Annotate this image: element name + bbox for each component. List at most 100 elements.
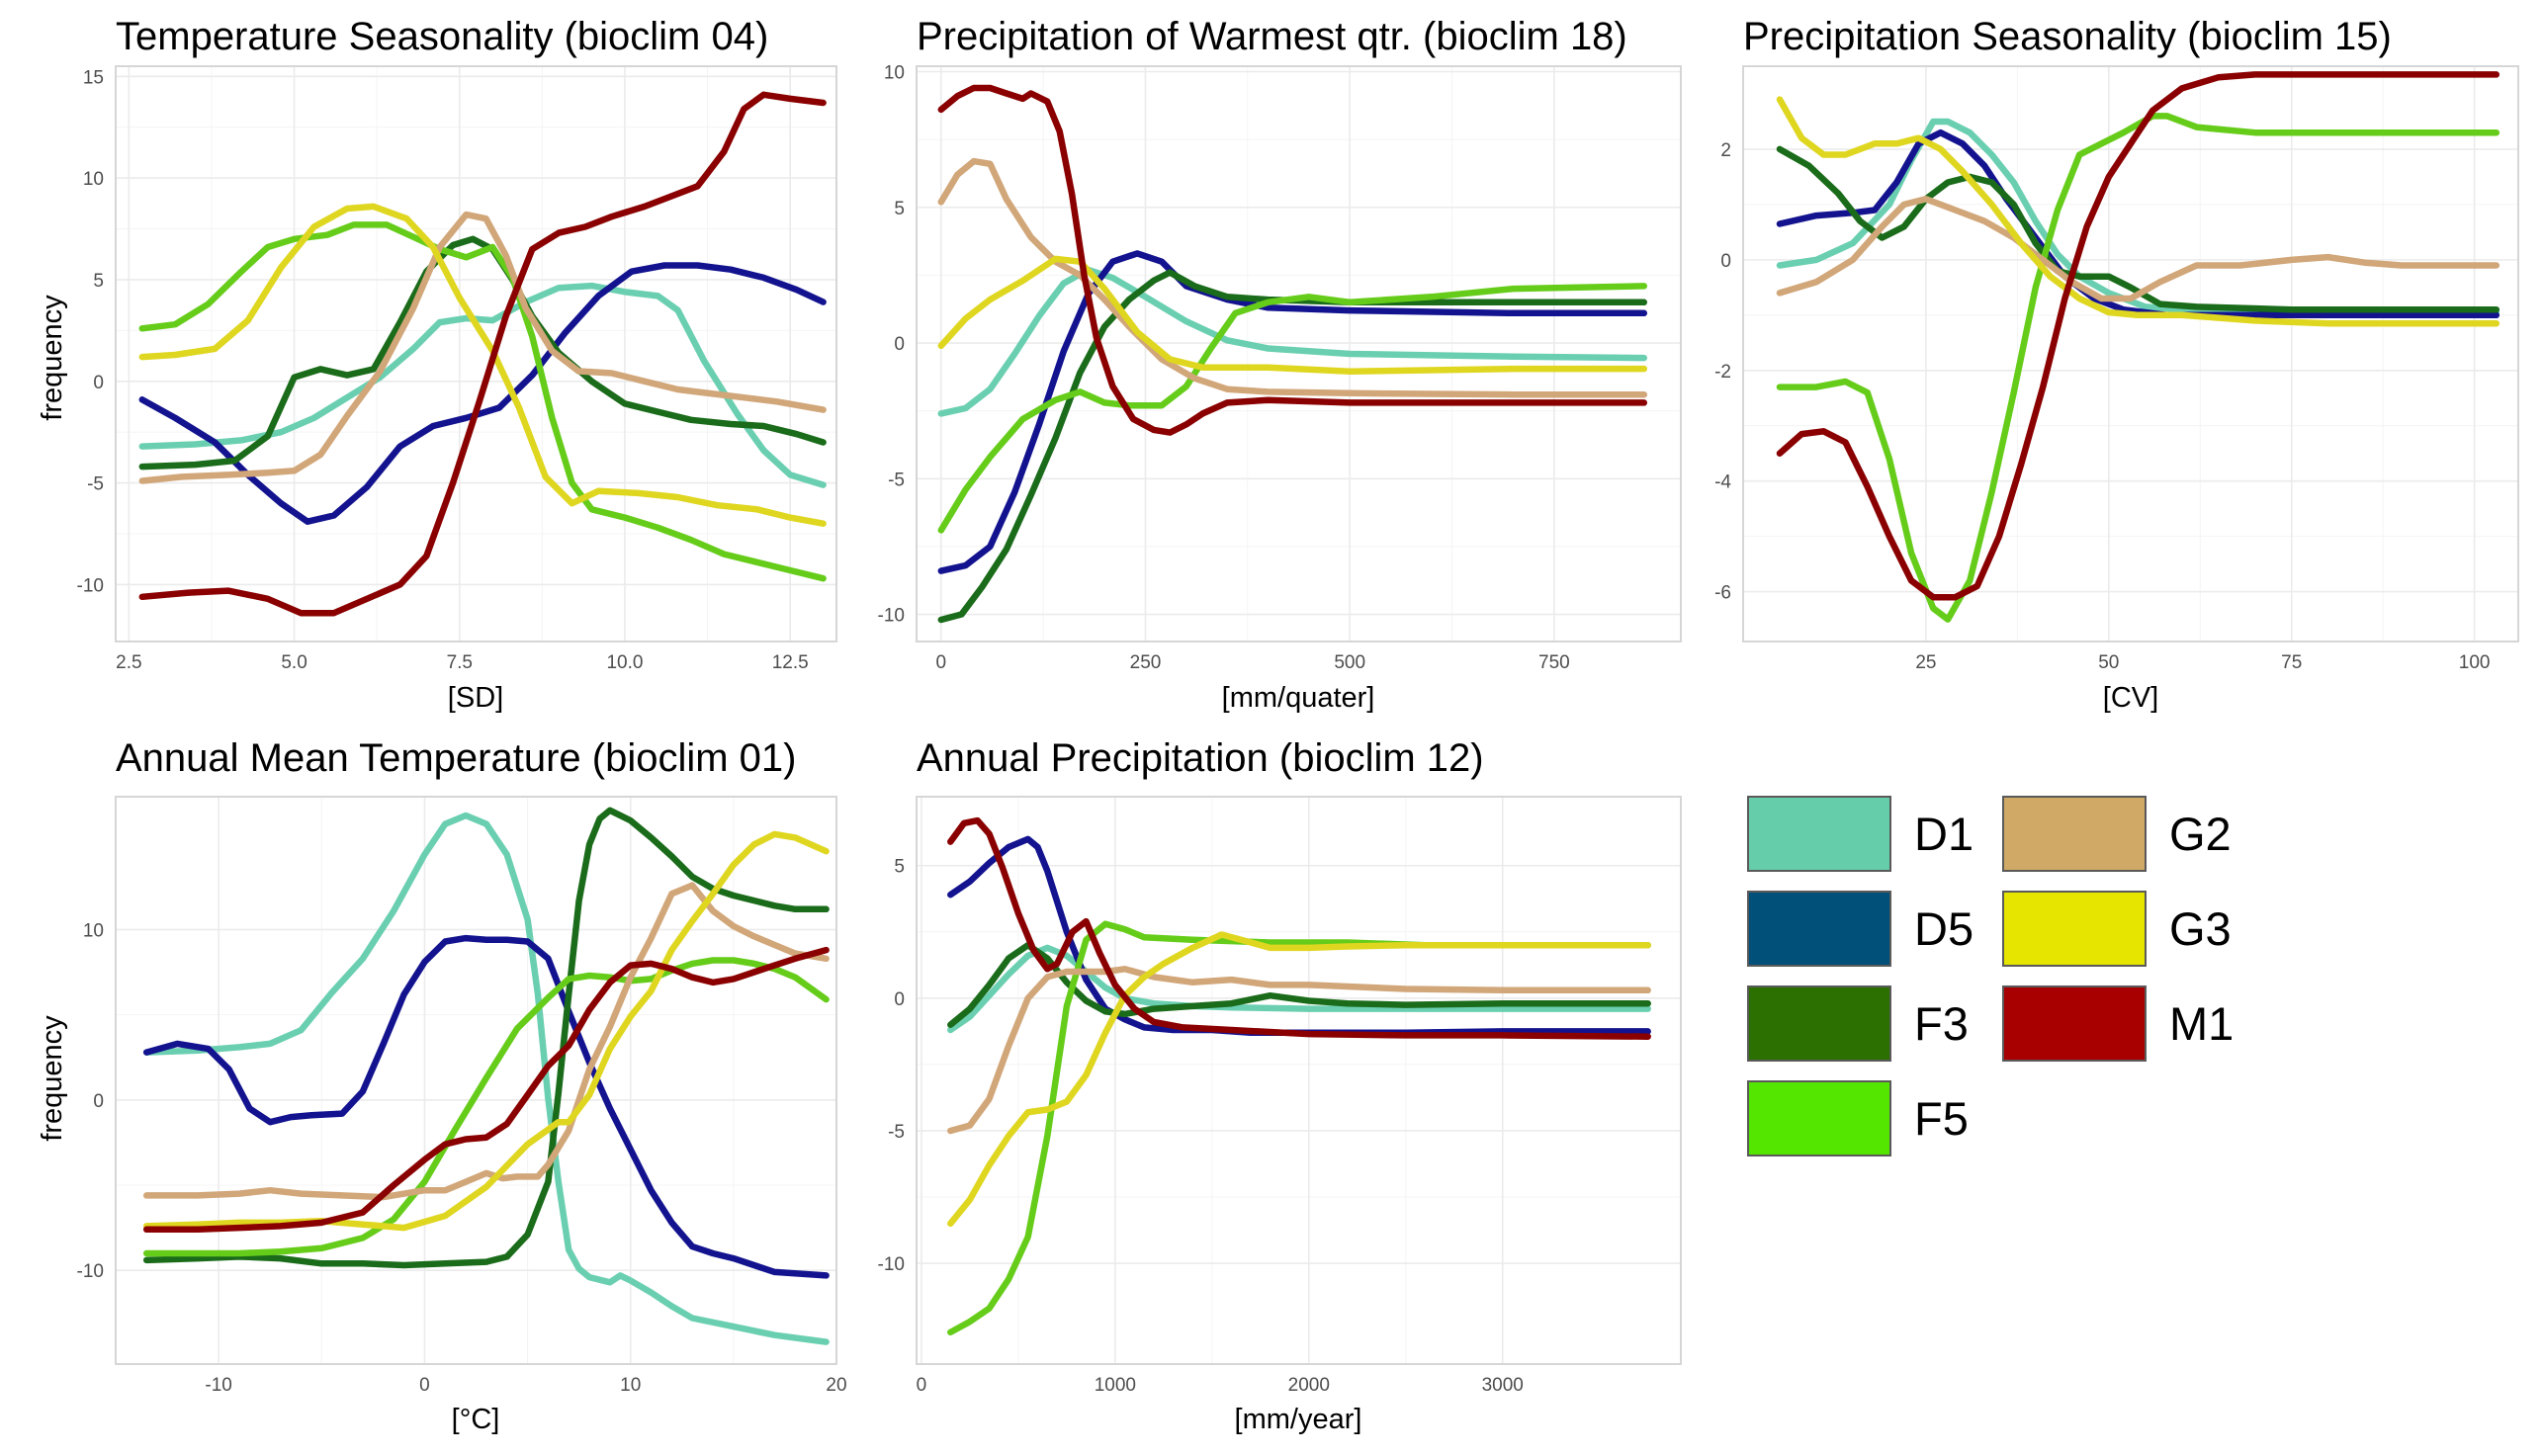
x-axis-label: [SD] — [448, 682, 503, 714]
series-line-g2 — [142, 882, 830, 1201]
grid — [917, 66, 1681, 642]
series-line-g3 — [138, 203, 827, 527]
series-line-g2 — [1776, 196, 2500, 302]
grid — [116, 797, 837, 1364]
x-tick-label: 250 — [1130, 652, 1162, 673]
x-tick-label: 1000 — [1095, 1375, 1136, 1396]
grid — [116, 66, 836, 642]
y-tick-label: 5 — [894, 199, 905, 219]
x-tick-label: 10.0 — [606, 652, 643, 673]
panel-precipitation-seasonality: Precipitation Seasonality (bioclim 15) [… — [1714, 15, 2519, 714]
legend-swatch — [1747, 985, 1891, 1062]
x-axis-label: [CV] — [2103, 682, 2158, 714]
series-line-m1 — [947, 816, 1651, 1040]
legend-item-m1: M1 — [2002, 985, 2234, 1062]
panel-annual-precipitation: Annual Precipitation (bioclim 12) [mm/ye… — [878, 736, 1682, 1435]
grid — [1743, 66, 2518, 642]
y-axis-label: frequency — [37, 1015, 68, 1142]
panel-precipitation-warmest-quarter: Precipitation of Warmest qtr. (bioclim 1… — [878, 15, 1682, 714]
series-line-m1 — [1776, 71, 2500, 601]
series-line-f3 — [1776, 145, 2500, 313]
series-group — [138, 91, 827, 617]
panel-temperature-seasonality: Temperature Seasonality (bioclim 04) [SD… — [37, 15, 837, 714]
y-tick-label: -10 — [77, 1261, 104, 1282]
series-group — [1776, 71, 2500, 623]
legend-label: F3 — [1914, 997, 1969, 1050]
series-line-f3 — [142, 807, 830, 1269]
series-group — [142, 807, 830, 1345]
x-tick-label: 5.0 — [281, 652, 307, 673]
series-line-d5 — [138, 262, 827, 525]
y-axis-label: frequency — [37, 295, 68, 421]
legend-swatch — [1747, 1080, 1891, 1156]
legend-swatch — [2002, 796, 2147, 872]
x-tick-label: -10 — [205, 1375, 231, 1396]
plot-area-border — [916, 796, 1682, 1365]
x-tick-label: 100 — [2459, 652, 2491, 673]
plot-area-border — [115, 796, 837, 1365]
y-tick-label: 0 — [894, 334, 905, 355]
panel-title: Precipitation Seasonality (bioclim 15) — [1743, 15, 2392, 58]
y-tick-label: -10 — [77, 575, 104, 596]
panel-title: Annual Mean Temperature (bioclim 01) — [116, 736, 797, 780]
panel-title: Precipitation of Warmest qtr. (bioclim 1… — [917, 15, 1627, 58]
legend-label: G3 — [2169, 902, 2232, 955]
legend-item-g2: G2 — [2002, 796, 2232, 872]
x-tick-label: 20 — [826, 1375, 846, 1396]
series-line-f3 — [947, 941, 1651, 1028]
legend-item-d1: D1 — [1747, 796, 1973, 872]
x-tick-label: 25 — [1915, 652, 1936, 673]
y-tick-label: -10 — [878, 1254, 905, 1275]
legend-label: G2 — [2169, 808, 2232, 860]
y-tick-label: -5 — [888, 470, 905, 490]
series-line-g3 — [1776, 96, 2500, 327]
plot-area-border — [115, 65, 837, 642]
legend-label: D1 — [1914, 808, 1973, 860]
y-tick-label: 5 — [894, 857, 905, 878]
x-tick-label: 0 — [917, 1375, 927, 1396]
y-tick-label: 15 — [83, 67, 104, 88]
x-tick-label: 2000 — [1288, 1375, 1330, 1396]
series-line-d1 — [937, 266, 1648, 417]
series-line-m1 — [138, 91, 827, 617]
legend: D1 D5 F3 F5 G2 G3 M1 — [1747, 796, 2234, 1156]
y-tick-label: 5 — [93, 271, 104, 292]
legend-swatch — [1747, 796, 1891, 872]
series-line-d1 — [947, 944, 1651, 1034]
legend-item-g3: G3 — [2002, 891, 2232, 967]
panel-title: Temperature Seasonality (bioclim 04) — [116, 15, 768, 58]
y-tick-label: -4 — [1714, 472, 1731, 493]
series-line-m1 — [937, 84, 1648, 436]
y-tick-label: -10 — [878, 606, 905, 627]
legend-item-d5: D5 — [1747, 891, 1973, 967]
grid — [917, 797, 1681, 1364]
y-tick-label: 0 — [1720, 251, 1731, 272]
legend-label: F5 — [1914, 1092, 1969, 1145]
legend-swatch — [2002, 985, 2147, 1062]
series-line-f5 — [142, 957, 830, 1257]
y-tick-label: 0 — [93, 1091, 104, 1112]
x-tick-label: 75 — [2281, 652, 2302, 673]
series-line-g3 — [937, 255, 1648, 376]
y-tick-label: 10 — [83, 169, 104, 190]
x-tick-label: 0 — [936, 652, 947, 673]
plot-area-border — [1742, 65, 2519, 642]
y-tick-label: 0 — [93, 373, 104, 393]
y-tick-label: 0 — [894, 989, 905, 1010]
legend-swatch — [2002, 891, 2147, 967]
series-line-g3 — [947, 931, 1651, 1228]
legend-item-f3: F3 — [1747, 985, 1969, 1062]
x-axis-label: [°C] — [452, 1404, 500, 1435]
legend-item-f5: F5 — [1747, 1080, 1969, 1156]
series-line-d5 — [142, 934, 830, 1279]
y-tick-label: -5 — [888, 1122, 905, 1143]
x-axis-label: [mm/year] — [1235, 1404, 1362, 1435]
y-tick-label: -5 — [87, 474, 104, 495]
series-line-d1 — [142, 812, 830, 1345]
series-line-f3 — [138, 235, 827, 471]
series-line-g2 — [138, 211, 827, 484]
legend-label: M1 — [2169, 997, 2234, 1050]
y-tick-label: 10 — [884, 62, 905, 83]
series-line-g2 — [947, 966, 1651, 1135]
